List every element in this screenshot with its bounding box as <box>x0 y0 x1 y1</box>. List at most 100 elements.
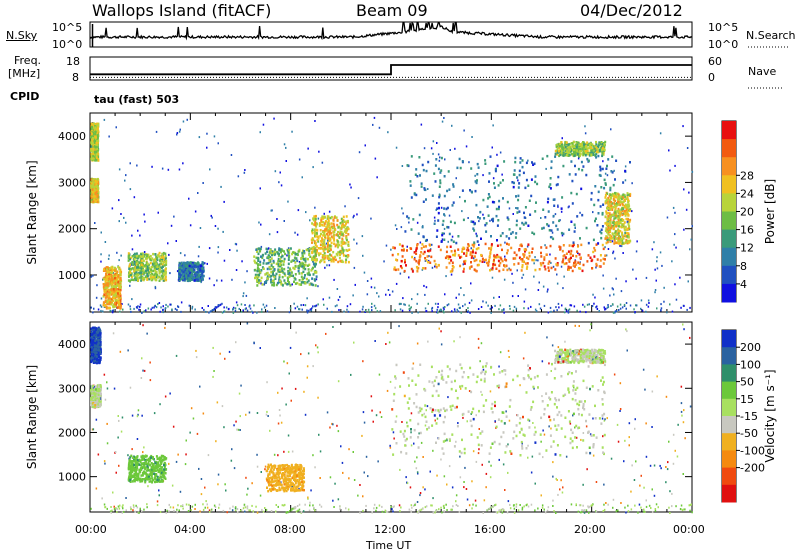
power-region-cell <box>199 279 202 282</box>
power-region-cell <box>422 168 425 172</box>
power-region-cell <box>589 256 592 259</box>
power-region-cell <box>575 149 578 153</box>
power-region-cell <box>615 193 618 196</box>
power-speck <box>552 265 555 268</box>
power-region-cell <box>91 181 94 185</box>
power-region-cell <box>590 198 593 201</box>
power-speck <box>558 306 560 309</box>
power-region-cell <box>95 153 98 156</box>
power-region-cell <box>327 217 330 221</box>
power-region-cell <box>480 253 483 257</box>
power-speck <box>139 234 141 237</box>
power-speck <box>555 184 558 187</box>
power-region-cell <box>532 163 535 166</box>
power-region-cell <box>568 260 571 263</box>
power-region-cell <box>610 194 613 198</box>
power-region-cell <box>610 197 613 200</box>
power-region-cell <box>509 268 512 272</box>
power-speck <box>567 206 570 209</box>
power-region-cell <box>623 226 626 229</box>
power-region-cell <box>565 141 568 145</box>
power-speck <box>634 311 636 313</box>
power-speck <box>686 308 688 311</box>
power-region-cell <box>133 269 136 273</box>
power-speck <box>390 248 392 251</box>
power-region-cell <box>322 258 325 261</box>
power-region-cell <box>606 238 609 242</box>
power-speck <box>595 306 597 309</box>
power-region-cell <box>615 196 618 199</box>
power-region-cell <box>117 280 120 284</box>
power-region-cell <box>91 138 94 142</box>
power-speck <box>588 303 590 306</box>
power-region-cell <box>518 256 521 259</box>
power-region-cell <box>496 164 499 168</box>
power-speck <box>372 123 374 126</box>
power-region-cell <box>585 173 588 177</box>
power-region-cell <box>479 210 482 214</box>
power-region-cell <box>599 142 602 146</box>
power-region-cell <box>603 178 606 182</box>
power-region-cell <box>324 254 327 258</box>
power-region-cell <box>418 262 420 266</box>
power-region-cell <box>568 244 571 247</box>
power-speck <box>429 248 432 251</box>
power-region-cell <box>308 263 311 267</box>
power-region-cell <box>117 276 120 279</box>
power-region-cell <box>516 176 519 179</box>
power-speck <box>304 304 307 307</box>
power-region-cell <box>316 238 319 242</box>
power-region-cell <box>611 232 614 236</box>
power-region-cell <box>105 305 108 309</box>
power-speck <box>428 255 430 258</box>
power-region-cell <box>190 276 193 279</box>
x-tick-label: 00:00 <box>673 523 705 536</box>
power-region-cell <box>539 262 542 265</box>
power-region-cell <box>294 261 297 264</box>
power-region-cell <box>610 204 613 207</box>
power-region-cell <box>487 262 490 266</box>
power-region-cell <box>146 274 149 278</box>
power-region-cell <box>471 250 474 253</box>
power-speck <box>402 212 404 215</box>
power-region-cell <box>135 278 138 282</box>
power-region-cell <box>526 262 529 265</box>
power-speck <box>232 306 235 309</box>
power-region-cell <box>107 272 110 276</box>
power-region-cell <box>187 274 190 277</box>
power-region-cell <box>563 262 566 266</box>
power-speck <box>283 220 285 222</box>
power-speck <box>123 216 125 219</box>
power-region-cell <box>503 160 506 163</box>
power-region-cell <box>162 255 165 259</box>
power-speck <box>326 264 328 267</box>
power-region-cell <box>614 178 616 181</box>
power-region-cell <box>90 149 93 152</box>
power-region-cell <box>629 194 632 197</box>
beam-title: Beam 09 <box>356 1 428 20</box>
power-region-cell <box>202 278 204 281</box>
power-region-cell <box>579 267 582 270</box>
power-region-cell <box>627 200 630 203</box>
power-speck <box>671 310 674 313</box>
power-speck <box>211 216 213 219</box>
power-speck <box>427 259 430 262</box>
power-region-cell <box>179 278 182 281</box>
power-speck <box>424 307 427 310</box>
power-speck <box>515 207 517 209</box>
power-region-cell <box>110 277 113 281</box>
power-region-cell <box>91 184 94 187</box>
power-region-cell <box>328 246 331 250</box>
power-region-cell <box>277 260 280 263</box>
power-region-cell <box>595 150 598 153</box>
power-region-cell <box>446 189 449 193</box>
power-region-cell <box>452 183 455 186</box>
power-region-cell <box>338 236 341 239</box>
power-speck <box>177 305 179 308</box>
velocity-speck <box>533 387 535 390</box>
power-region-cell <box>311 246 314 250</box>
power-speck <box>444 293 446 296</box>
power-region-cell <box>489 251 492 254</box>
power-region-cell <box>323 232 326 236</box>
power-region-cell <box>469 189 471 192</box>
